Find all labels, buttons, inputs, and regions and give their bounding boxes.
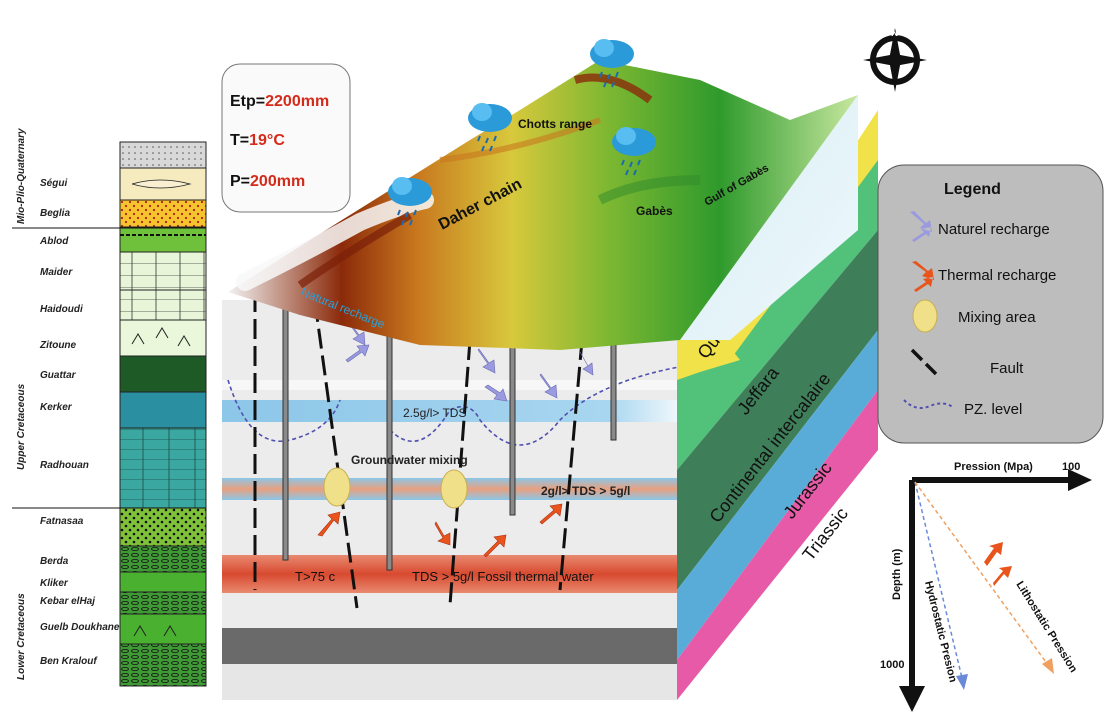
natural-recharge-arrows [345, 320, 594, 402]
natural-arrow [539, 373, 558, 399]
strat-group: Upper Cretaceous [16, 383, 27, 470]
groundwater-mixing-label: Groundwater mixing [351, 453, 468, 467]
climate-box: Etp=2200mm T=19°C P=200mm [221, 63, 351, 213]
svg-text:P=200mm: P=200mm [230, 173, 305, 190]
strat-unit: Kerker [40, 402, 73, 413]
cloud-icon [612, 127, 656, 176]
terrain-relief [228, 60, 858, 350]
natural-arrow [484, 384, 508, 402]
chotts-label: Chotts range [518, 117, 592, 131]
fault [558, 339, 584, 591]
thermal-arrow [434, 521, 451, 546]
tds-lower-label: TDS > 5g/l Fossil thermal water [412, 569, 594, 584]
strat-group: Lower Cretaceous [16, 593, 27, 680]
depth-y-max: 1000 [880, 659, 904, 671]
strat-unit: Fatnasaa [40, 516, 84, 527]
legend-title: Legend [944, 181, 1001, 198]
well [610, 344, 617, 441]
strat-unit: Ségui [40, 178, 67, 189]
strat-unit: Maider [40, 267, 73, 278]
p-value: 200mm [250, 173, 305, 190]
well [509, 344, 516, 516]
strat-group-labels: Mio-Plio-Quaternary Upper Cretaceous Low… [16, 128, 27, 680]
thermal-arrow [317, 511, 341, 537]
lithostatic-label: Lithostatic Pression [1013, 579, 1079, 675]
legend-item: Mixing area [958, 309, 1036, 326]
pressure-x-max: 100 [1062, 461, 1080, 473]
t-label: T= [230, 132, 249, 149]
strat-unit: Guattar [40, 370, 77, 381]
thermal-arrow [483, 534, 507, 558]
side-layer-triassic [677, 390, 878, 700]
fault-swatch-icon [910, 348, 938, 376]
thermal-arrows [317, 503, 563, 558]
faults [253, 292, 584, 609]
strat-unit: Radhouan [40, 460, 89, 471]
strat-unit: Zitoune [39, 340, 77, 351]
svg-text:T=19°C: T=19°C [230, 132, 285, 149]
mixing-area [440, 469, 468, 509]
pressure-depth-diagram: Pression (Mpa) 100 Depth (m) 1000 Hydros… [880, 461, 1092, 712]
strat-group: Mio-Plio-Quaternary [16, 128, 27, 224]
pressure-thermal-arrow-icon [984, 542, 1012, 586]
legend: Legend Naturel recharge Thermal recharge… [877, 164, 1104, 444]
strat-unit: Berda [40, 556, 69, 567]
depth-y-label: Depth (m) [891, 548, 903, 600]
strat-unit: Kebar elHaj [40, 596, 95, 607]
strat-unit: Ablod [39, 236, 69, 247]
well [386, 319, 393, 571]
natural-arrow [477, 348, 496, 374]
fault [313, 301, 359, 609]
cloud-icon [388, 177, 432, 226]
natural-arrow [579, 351, 594, 376]
terrain-surface [228, 60, 858, 350]
tds-upper-label: 2.5g/l> TDS [403, 406, 466, 420]
compass-icon: N [863, 28, 927, 92]
p-label: P= [230, 173, 250, 190]
thermal-recharge-swatch-icon [912, 261, 934, 292]
side-layer-jurassic [677, 330, 878, 660]
mixing-area-swatch-icon [912, 299, 938, 333]
tds-upper-band [222, 400, 677, 422]
strat-unit: Beglia [40, 208, 70, 219]
t-value: 19°C [249, 132, 285, 149]
legend-item: Naturel recharge [938, 221, 1050, 238]
strat-unit: Ben Kralouf [40, 656, 98, 667]
etp-label: Etp= [230, 93, 265, 110]
compass-letter: N [891, 28, 898, 39]
strat-unit: Kliker [40, 578, 69, 589]
strat-unit: Guelb Doukhane [40, 622, 120, 633]
legend-item: Fault [990, 360, 1024, 377]
natural-recharge-swatch-icon [910, 211, 932, 242]
fault [448, 339, 472, 606]
lithostatic-line [914, 481, 1049, 666]
stratigraphic-column [12, 141, 207, 687]
svg-text:Etp=2200mm: Etp=2200mm [230, 93, 329, 110]
gabes-label: Gabès [636, 204, 673, 218]
basement-band [222, 628, 677, 664]
cloud-icon [590, 39, 634, 88]
mixing-area [323, 467, 351, 507]
strat-unit: Haidoudi [40, 304, 83, 315]
thermal-arrow [539, 503, 563, 525]
cloud-icon [468, 103, 512, 152]
hydrostatic-line [914, 481, 963, 679]
rain-clouds [388, 39, 656, 226]
tds-middle-label: 2g/l> TDS > 5g/l [541, 484, 630, 498]
legend-item: PZ. level [964, 401, 1022, 418]
hydrostatic-label: Hydrostatic Presion [922, 580, 959, 684]
well [282, 304, 289, 561]
legend-item: Thermal recharge [938, 267, 1056, 284]
pressure-x-label: Pression (Mpa) [954, 461, 1033, 473]
pz-level-swatch-icon [903, 399, 955, 409]
natural-arrow [345, 344, 370, 363]
etp-value: 2200mm [265, 93, 329, 110]
strat-unit-labels: Ségui Beglia Ablod Maider Haidoudi Zitou… [39, 178, 120, 667]
side-layer-ci [677, 230, 878, 590]
thermal-band [222, 555, 677, 593]
temperature-label: T>75 c [295, 569, 336, 584]
